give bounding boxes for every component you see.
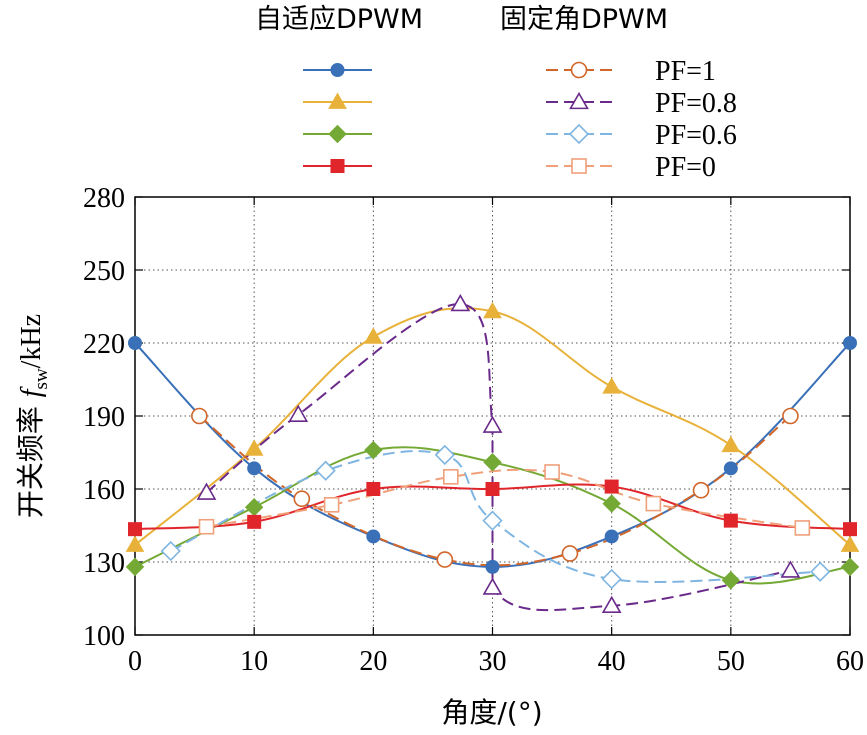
data-point-4 bbox=[561, 545, 579, 562]
data-point-3 bbox=[128, 522, 142, 537]
data-point-5 bbox=[482, 415, 503, 433]
legend-label-pf1: PF=1 bbox=[655, 56, 716, 87]
data-point-1 bbox=[721, 435, 741, 453]
legend-label-pf08: PF=0.8 bbox=[655, 88, 737, 119]
series-markers bbox=[125, 293, 860, 613]
data-point-2 bbox=[244, 498, 264, 517]
legend-header-fixed: 固定角DPWM bbox=[500, 4, 668, 35]
data-point-3 bbox=[723, 513, 738, 528]
data-point-0 bbox=[604, 529, 619, 544]
data-point-7 bbox=[794, 520, 811, 536]
legend-marker-0 bbox=[330, 63, 345, 77]
legend-marker-6 bbox=[568, 123, 590, 145]
data-point-6 bbox=[810, 561, 831, 582]
legend-label-pf06: PF=0.6 bbox=[655, 120, 737, 151]
y-tick-label: 250 bbox=[83, 256, 125, 287]
data-point-1 bbox=[363, 327, 383, 344]
x-tick-label: 0 bbox=[128, 646, 142, 677]
series-line-5 bbox=[205, 303, 791, 612]
data-point-3 bbox=[604, 479, 619, 494]
data-point-7 bbox=[544, 464, 560, 480]
data-point-5 bbox=[601, 595, 622, 613]
legend-label-pf0: PF=0 bbox=[655, 152, 716, 183]
data-point-6 bbox=[434, 444, 455, 466]
data-point-6 bbox=[601, 568, 622, 590]
y-tick-label: 280 bbox=[83, 183, 125, 214]
data-point-5 bbox=[288, 404, 309, 422]
data-point-7 bbox=[323, 497, 340, 513]
data-point-4 bbox=[782, 407, 799, 425]
data-point-4 bbox=[191, 407, 208, 425]
y-axis-label-unit: /kHz bbox=[16, 314, 47, 368]
x-tick-label: 60 bbox=[836, 646, 864, 677]
axis-ticks: 0 10 20 30 40 50 60 100 130 160 190 220 250 280 bbox=[83, 183, 864, 677]
series-line-7 bbox=[206, 468, 803, 529]
x-tick-label: 20 bbox=[359, 646, 387, 677]
data-point-1 bbox=[244, 439, 264, 456]
data-point-1 bbox=[125, 535, 145, 552]
data-point-7 bbox=[198, 518, 215, 535]
data-point-2 bbox=[721, 571, 741, 590]
y-axis-label-var: f bbox=[16, 386, 47, 397]
data-point-7 bbox=[442, 469, 459, 485]
data-point-4 bbox=[692, 481, 710, 499]
data-point-2 bbox=[602, 494, 621, 513]
data-point-0 bbox=[247, 461, 262, 476]
y-tick-label: 130 bbox=[83, 548, 125, 579]
data-point-5 bbox=[482, 577, 503, 595]
data-point-5 bbox=[196, 482, 217, 500]
data-point-2 bbox=[125, 557, 145, 577]
data-point-4 bbox=[436, 551, 454, 568]
data-point-6 bbox=[482, 510, 503, 531]
y-tick-label: 100 bbox=[83, 621, 125, 652]
data-point-3 bbox=[485, 482, 500, 496]
x-tick-label: 30 bbox=[479, 646, 507, 677]
plot-frame bbox=[134, 196, 851, 636]
legend-header-adaptive: 自适应DPWM bbox=[255, 4, 423, 35]
y-axis-label-main: 开关频率 bbox=[14, 397, 47, 518]
y-tick-label: 160 bbox=[83, 475, 125, 506]
legend-marker-5 bbox=[569, 91, 589, 110]
legend-marker-4 bbox=[570, 61, 588, 79]
data-point-2 bbox=[840, 557, 860, 577]
data-point-1 bbox=[602, 377, 622, 394]
legend-marker-2 bbox=[328, 124, 347, 144]
y-tick-label: 190 bbox=[83, 402, 125, 433]
data-point-3 bbox=[843, 522, 857, 537]
data-point-2 bbox=[364, 440, 383, 460]
x-tick-label: 50 bbox=[717, 646, 745, 677]
y-tick-label: 220 bbox=[83, 329, 125, 360]
legend-marker-1 bbox=[328, 92, 347, 109]
data-point-3 bbox=[366, 482, 381, 496]
legend: 自适应DPWM 固定角DPWM PF=1 PF=0.8 PF=0.6 PF=0 bbox=[255, 4, 737, 183]
data-point-1 bbox=[483, 301, 502, 319]
data-point-5 bbox=[780, 560, 801, 578]
x-tick-label: 10 bbox=[240, 646, 268, 677]
data-point-0 bbox=[843, 336, 857, 350]
data-point-6 bbox=[160, 540, 181, 562]
series-line-6 bbox=[170, 450, 821, 583]
data-point-5 bbox=[450, 293, 471, 312]
x-axis-label: 角度/(°) bbox=[441, 696, 542, 729]
data-point-2 bbox=[483, 453, 502, 472]
data-point-0 bbox=[128, 336, 142, 350]
data-point-1 bbox=[840, 535, 860, 552]
legend-marker-3 bbox=[330, 159, 345, 173]
y-axis-label: 开关频率 fsw/kHz bbox=[14, 314, 52, 518]
y-axis-label-sub: sw bbox=[31, 368, 52, 389]
legend-marker-7 bbox=[571, 158, 587, 174]
data-point-3 bbox=[247, 514, 262, 529]
x-tick-label: 40 bbox=[598, 646, 626, 677]
data-point-0 bbox=[485, 559, 500, 574]
data-point-0 bbox=[723, 461, 738, 476]
data-point-6 bbox=[315, 460, 336, 481]
svg-text:开关频率 fsw/kHz: 开关频率 fsw/kHz bbox=[14, 314, 52, 518]
legend-samples bbox=[303, 61, 612, 174]
data-point-7 bbox=[645, 495, 662, 512]
data-point-4 bbox=[293, 490, 311, 508]
data-point-0 bbox=[366, 529, 381, 544]
